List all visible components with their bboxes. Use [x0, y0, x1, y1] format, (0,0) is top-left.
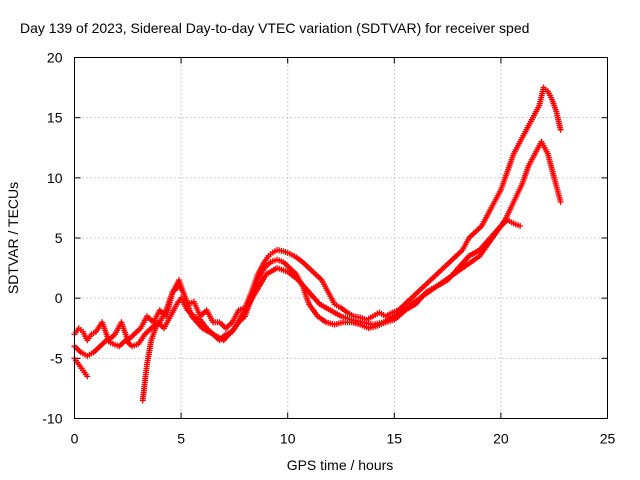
trace-c-point — [517, 222, 524, 229]
y-tick-label: 5 — [55, 230, 63, 246]
y-tick-label: 0 — [55, 290, 63, 306]
plot-frame — [74, 57, 608, 419]
trace-b-point — [557, 198, 564, 205]
x-tick-label: 10 — [280, 431, 296, 447]
trace-c-point — [84, 373, 91, 380]
y-tick-label: 15 — [47, 110, 63, 126]
y-tick-label: 10 — [47, 170, 63, 186]
y-tick-label: 20 — [47, 50, 63, 66]
chart-title: Day 139 of 2023, Sidereal Day-to-day VTE… — [20, 20, 529, 36]
trace-a-point — [557, 126, 564, 133]
y-tick-label: -10 — [42, 411, 62, 427]
x-axis-label: GPS time / hours — [287, 457, 394, 473]
x-tick-label: 25 — [600, 431, 616, 447]
y-axis-label: SDTVAR / TECUs — [5, 182, 21, 294]
x-tick-label: 5 — [177, 431, 185, 447]
x-tick-label: 0 — [71, 431, 79, 447]
grid-lines — [74, 57, 608, 419]
axis-ticks: 0 5 10 15 20 25 -10 -5 0 5 10 15 20 — [42, 50, 615, 447]
x-tick-label: 20 — [493, 431, 509, 447]
y-tick-label: -5 — [50, 350, 63, 366]
data-points — [71, 84, 564, 404]
x-tick-label: 15 — [387, 431, 403, 447]
